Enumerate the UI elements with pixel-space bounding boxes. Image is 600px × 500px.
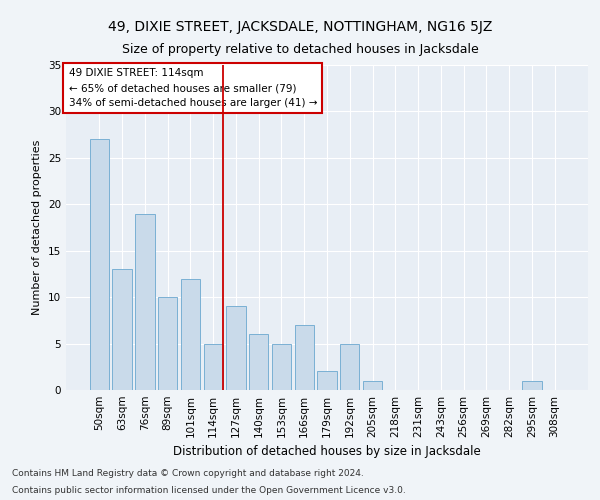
Text: Size of property relative to detached houses in Jacksdale: Size of property relative to detached ho… bbox=[122, 42, 478, 56]
Bar bbox=[272, 344, 291, 390]
Text: Contains public sector information licensed under the Open Government Licence v3: Contains public sector information licen… bbox=[12, 486, 406, 495]
Bar bbox=[226, 306, 245, 390]
Bar bbox=[522, 380, 542, 390]
Bar bbox=[112, 270, 132, 390]
Bar bbox=[135, 214, 155, 390]
Bar bbox=[295, 325, 314, 390]
Bar bbox=[181, 278, 200, 390]
Bar bbox=[363, 380, 382, 390]
Text: 49 DIXIE STREET: 114sqm
← 65% of detached houses are smaller (79)
34% of semi-de: 49 DIXIE STREET: 114sqm ← 65% of detache… bbox=[68, 68, 317, 108]
Bar bbox=[90, 140, 109, 390]
Y-axis label: Number of detached properties: Number of detached properties bbox=[32, 140, 43, 315]
X-axis label: Distribution of detached houses by size in Jacksdale: Distribution of detached houses by size … bbox=[173, 446, 481, 458]
Bar bbox=[340, 344, 359, 390]
Bar bbox=[203, 344, 223, 390]
Bar bbox=[158, 297, 178, 390]
Bar bbox=[249, 334, 268, 390]
Bar bbox=[317, 372, 337, 390]
Text: Contains HM Land Registry data © Crown copyright and database right 2024.: Contains HM Land Registry data © Crown c… bbox=[12, 468, 364, 477]
Text: 49, DIXIE STREET, JACKSDALE, NOTTINGHAM, NG16 5JZ: 49, DIXIE STREET, JACKSDALE, NOTTINGHAM,… bbox=[108, 20, 492, 34]
